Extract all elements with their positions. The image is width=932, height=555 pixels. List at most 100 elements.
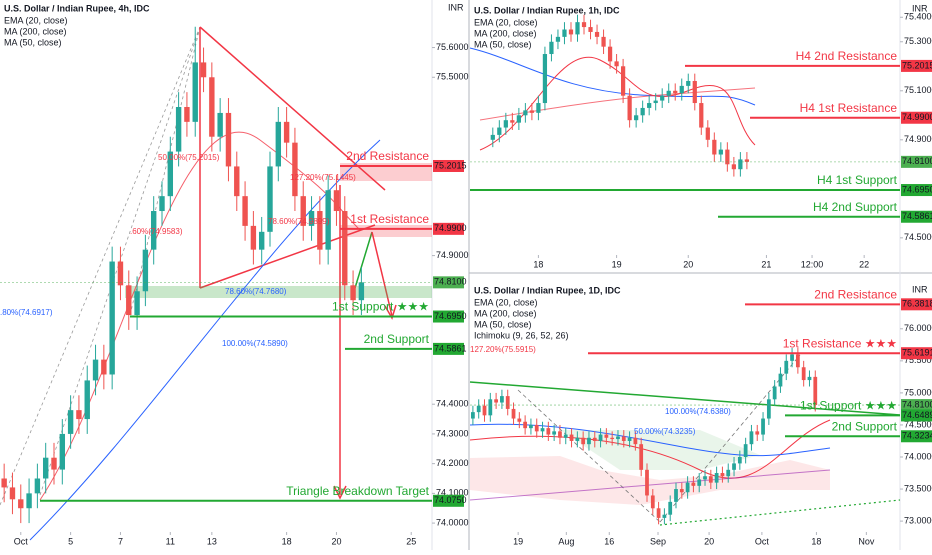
fib-label: .80%(74.6917) [0,308,53,317]
y-tick-label: 75.0000 [904,387,932,397]
price-box [901,298,932,311]
candle-body [126,285,132,316]
candle-body [552,431,557,435]
candle-body [549,41,554,55]
level-label: 1st Support ★★★ [332,300,429,314]
price-box-label: 76.3818 [902,299,932,309]
candle-body [471,412,475,419]
y-tick-label: 76.0000 [904,323,932,333]
level-label: H4 1st Resistance [800,101,898,115]
candle-body [708,476,713,483]
candle-body [581,437,586,445]
price-box [433,310,464,323]
candle-body [604,434,609,438]
arrow-up [354,231,373,289]
candle-body [807,376,812,381]
currency-label: INR [912,3,928,13]
candle-body [84,380,90,420]
candle-body [581,22,587,28]
candle-body [703,476,707,480]
candle-body [685,482,690,493]
candle-body [633,437,638,445]
candle-body [725,149,730,165]
y-tick-label: 74.5000 [904,419,932,429]
candle-body [718,149,723,155]
price-box-label: 74.6950 [434,311,467,321]
price-box-label: 74.8100 [902,156,932,166]
candle-body [679,85,684,94]
candle-body [109,261,115,375]
candle-body [761,418,765,435]
candle-body [159,196,165,212]
level-label: 2nd Support [364,332,430,346]
candle-body [726,469,731,477]
candle-body [627,95,632,121]
price-box [433,494,464,507]
candle-body [511,408,516,419]
trend-line [469,381,901,416]
price-box-label: 75.2015 [902,60,932,70]
candle-body [308,211,315,226]
candle-body [497,127,502,135]
x-tick-label: Sep [650,536,666,546]
candle-body [575,22,580,35]
price-box-label: 74.0750 [434,495,467,505]
fib-line [0,26,201,506]
price-box [901,111,932,124]
chart-title: U.S. Dollar / Indian Rupee, 1D, IDC [474,285,621,295]
candle-body [621,436,626,441]
level-label: 1st Resistance ★★★ [783,336,897,350]
x-tick-label: 18 [533,259,543,269]
candle-body [534,424,539,432]
price-box-label: 75.6191 [902,348,932,358]
candle-body [529,424,533,429]
price-box-label: 75.2015 [434,160,467,170]
candle-body [813,376,818,406]
ma-line [469,469,831,501]
level-label: 2nd Support [832,419,898,433]
price-box [901,184,932,197]
x-tick-label: 20 [331,536,341,546]
candle-body [494,399,498,403]
candle-body [699,103,704,128]
candle-body [250,225,257,250]
candle-body [594,31,600,37]
candle-body [562,29,567,37]
candle-body [209,77,215,137]
candle-body [490,134,495,140]
price-box-label: 74.6950 [902,184,932,194]
price-box-label: 74.9900 [434,223,467,233]
x-tick-label: 18 [811,536,821,546]
y-tick-label: 74.5000 [904,232,932,242]
candle-body [616,436,620,440]
level-label: H4 2nd Support [813,200,898,214]
candle-body [563,434,568,438]
x-tick-label: 12:00 [801,259,824,269]
candle-body [601,36,606,47]
candle-body [517,418,522,422]
candle-body [639,444,644,470]
candle-body [101,359,107,375]
candle-body [744,159,750,162]
candle-body [575,437,580,441]
fib-line [129,26,201,316]
y-tick-label: 75.6000 [436,42,469,52]
fib-label: 50.00%(74.3235) [634,427,696,436]
candle-body [51,457,57,470]
fib-label: 78.60%(74.7680) [225,287,287,296]
candle-body [516,115,521,123]
chart-panel: 74.0000 74.1000 74.2000 74.3000 74.4000 74.90… [0,2,469,546]
y-tick-label: 75.5000 [904,355,932,365]
fib-label: .60%(74.9583) [130,227,183,236]
candle-body [476,405,481,413]
candle-body [358,282,365,301]
candle-body [656,508,661,518]
ma-line [469,47,756,106]
fib-line [517,389,661,523]
candle-body [755,431,760,435]
x-tick-label: 21 [761,259,771,269]
chart-title: U.S. Dollar / Indian Rupee, 1h, IDC [474,5,620,15]
x-tick-label: 20 [704,536,714,546]
fib-label: 50.00%(75.2015) [158,153,220,162]
